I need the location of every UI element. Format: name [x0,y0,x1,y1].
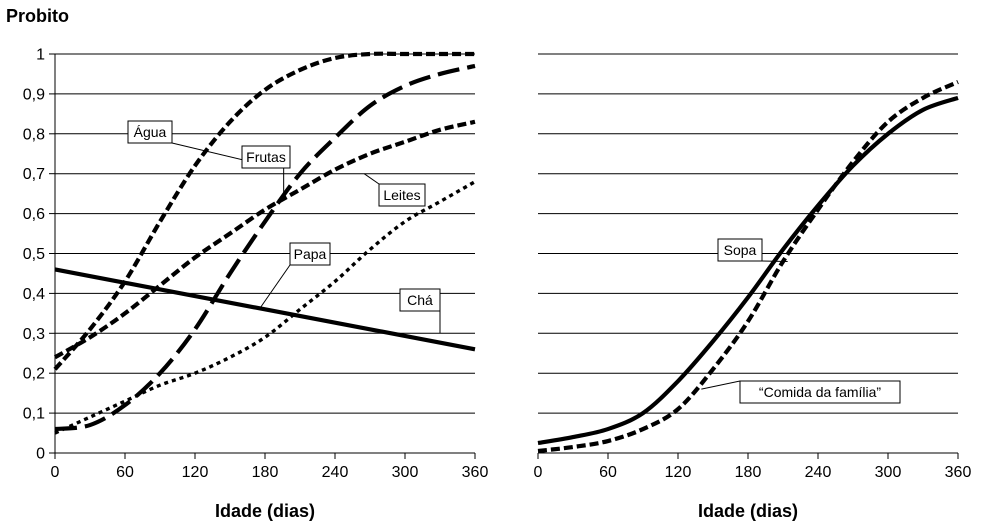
y-tick-label-4: 0,4 [23,286,45,303]
series-line-1-0 [537,95,959,446]
annotation-label-0-2: Leites [383,187,420,203]
annotation-box-1-0 [717,238,763,262]
annotation-label-0-1: Frutas [246,149,286,165]
series-line-0-1 [54,63,476,432]
series-line-0-4 [54,267,476,352]
annotation-box-0-3 [289,242,331,266]
x-tick-label-0-4: 240 [322,464,349,481]
annotation-label-0-4: Chá [407,292,433,308]
x-tick-label-0-0: 0 [51,464,60,481]
x-tick-label-0-6: 360 [462,464,489,481]
annotation-box-0-4 [399,288,441,312]
annotation-leader-0-2 [363,173,380,185]
y-tick-label-3: 0,3 [23,326,45,343]
annotation-box-0-2 [378,183,426,207]
annotation-box-0-1 [241,145,291,169]
annotation-label-1-0: Sopa [724,242,757,258]
x-tick-label-1-1: 60 [599,464,617,481]
x-axis-title-0: Idade (dias) [215,501,315,521]
series-line-0-2 [53,119,476,360]
y-tick-label-0: 0 [36,446,45,463]
annotation-label-1-1: “Comida da família” [759,384,881,400]
x-tick-label-1-2: 120 [665,464,692,481]
annotation-leader-1-1 [701,380,741,390]
x-tick-label-0-1: 60 [116,464,134,481]
annotation-leader-0-3 [258,264,291,310]
x-tick-label-1-0: 0 [534,464,543,481]
annotation-box-1-1 [739,380,901,404]
y-tick-label-9: 0,9 [23,86,45,103]
y-tick-label-8: 0,8 [23,126,45,143]
series-line-1-1 [537,80,959,454]
y-tick-label-6: 0,6 [23,206,45,223]
x-tick-label-1-3: 180 [735,464,762,481]
x-tick-label-1-5: 300 [875,464,902,481]
x-tick-label-1-6: 360 [945,464,972,481]
y-tick-label-7: 0,7 [23,166,45,183]
y-axis-title: Probito [6,6,69,26]
annotation-box-0-0 [127,120,173,144]
annotation-label-0-0: Água [134,124,167,140]
x-tick-label-0-5: 300 [392,464,419,481]
x-tick-label-0-2: 120 [182,464,209,481]
y-tick-label-10: 1 [36,47,45,64]
y-tick-label-1: 0,1 [23,406,45,423]
annotation-label-0-3: Papa [294,246,327,262]
x-tick-label-1-4: 240 [805,464,832,481]
x-tick-label-0-3: 180 [252,464,279,481]
y-tick-label-2: 0,2 [23,366,45,383]
series-line-0-0 [53,51,475,371]
y-tick-label-5: 0,5 [23,246,45,263]
x-axis-title-1: Idade (dias) [698,501,798,521]
